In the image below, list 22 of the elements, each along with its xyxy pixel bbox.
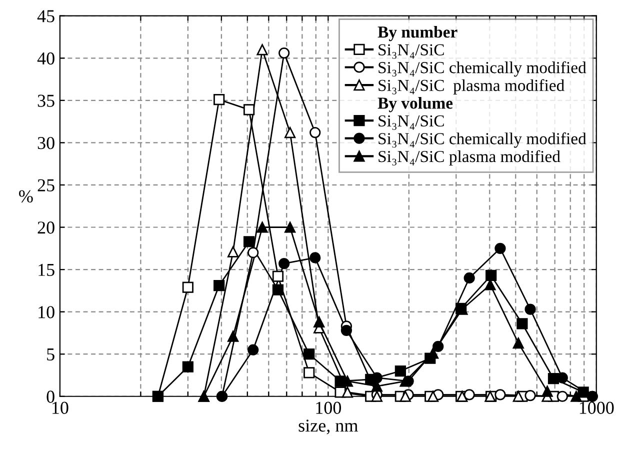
annotation: By volume	[378, 97, 453, 112]
x-tick-label: 100	[316, 402, 342, 414]
x-tick-label: 1000	[580, 402, 614, 414]
y-tick-label: 20	[38, 222, 54, 234]
legend-label: Si₃N₄/SiC	[378, 115, 444, 130]
legend-label: Si₃N₄/SiC	[378, 44, 444, 59]
y-tick-label: 30	[38, 136, 54, 150]
legend-label: Si₃N₄/SiC plasma modified	[378, 150, 560, 166]
x-axis-title: size, nm	[298, 420, 358, 434]
y-tick-label: 45	[37, 10, 54, 22]
y-tick-label: 10	[38, 306, 54, 318]
y-tick-label: 0	[46, 390, 54, 403]
y-tick-label: 15	[38, 264, 54, 276]
y-axis-title: %	[19, 190, 33, 203]
y-tick-label: 40	[37, 52, 54, 65]
legend-label: Si₃N₄/SiC chemically modified	[378, 61, 586, 77]
annotation: By number	[378, 26, 458, 42]
legend-label: Si₃N₄/SiC plasma modified	[378, 79, 564, 94]
legend-label: Si₃N₄/SiC chemically modified	[378, 132, 586, 148]
y-tick-label: 25	[38, 179, 54, 192]
y-tick-label: 5	[47, 348, 54, 361]
y-tick-label: 35	[38, 94, 54, 107]
